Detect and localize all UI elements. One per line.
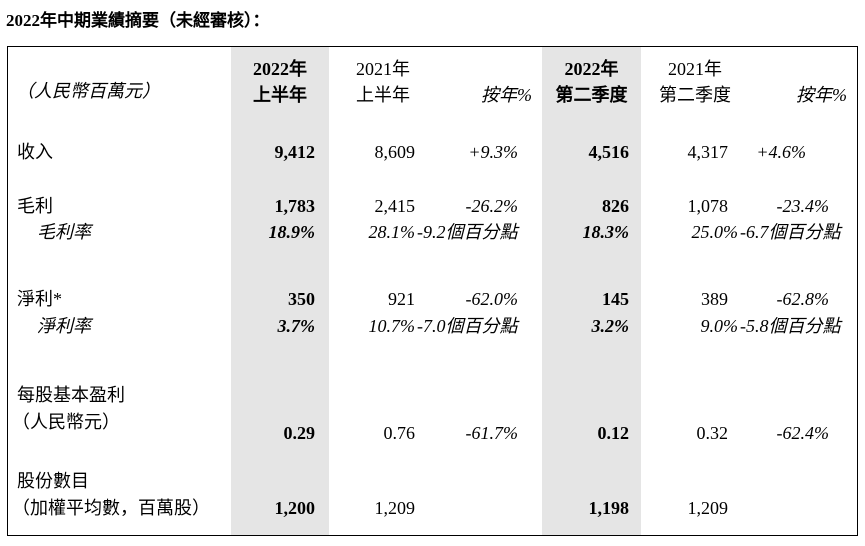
cell: +9.3% (468, 142, 518, 162)
cell: 28.1% (368, 222, 416, 242)
header-q2-2022-line1: 2022年 (564, 59, 619, 79)
cell: 1,209 (687, 498, 729, 518)
header-h1-2021-line1: 2021年 (356, 59, 410, 79)
cell: -23.4% (776, 196, 830, 216)
cell: 25.0% (691, 222, 739, 242)
cell: 1,209 (374, 498, 416, 518)
cell: 1,198 (588, 498, 630, 518)
row-label-net-profit: 淨利* (17, 289, 62, 309)
cell: 3.2% (591, 316, 630, 336)
cell: 1,078 (687, 196, 729, 216)
header-q2-2021-line1: 2021年 (668, 59, 722, 79)
shaded-column-h1-2022 (231, 47, 329, 535)
unit-label: （人民幣百萬元） (16, 81, 160, 101)
cell: -62.8% (776, 289, 830, 309)
header-h1-2022-line1: 2022年 (253, 59, 307, 79)
cell: +4.6% (756, 142, 806, 162)
cell: -62.4% (776, 423, 830, 443)
cell: 1,783 (274, 196, 316, 216)
cell: 0.76 (383, 423, 416, 443)
header-q2-2021-line2: 第二季度 (659, 85, 731, 105)
cell: 8,609 (374, 142, 416, 162)
cell: -5.8個百分點 (740, 316, 841, 336)
cell: 2,415 (374, 196, 416, 216)
row-label-revenue: 收入 (17, 142, 53, 162)
cell: -62.0% (465, 289, 519, 309)
summary-table (7, 46, 858, 536)
header-yoy-q2: 按年% (796, 85, 847, 105)
cell: 0.32 (696, 423, 729, 443)
header-q2-2022-line2: 第二季度 (555, 85, 628, 105)
cell: -6.7個百分點 (740, 222, 841, 242)
cell: -9.2個百分點 (417, 222, 518, 242)
cell: 9.0% (700, 316, 739, 336)
cell: 4,317 (687, 142, 729, 162)
cell: -7.0個百分點 (417, 316, 518, 336)
cell: 18.3% (582, 222, 630, 242)
cell: 3.7% (277, 316, 316, 336)
header-h1-2021-line2: 上半年 (356, 85, 410, 105)
cell: 18.9% (268, 222, 316, 242)
cell: 921 (388, 289, 415, 309)
row-label-eps: 每股基本盈利 (17, 385, 125, 405)
header-yoy-h1: 按年% (481, 85, 532, 105)
cell: 826 (602, 196, 629, 216)
cell: 9,412 (274, 142, 316, 162)
header-h1-2022-line2: 上半年 (253, 85, 307, 105)
row-sublabel-eps: （人民幣元） (12, 412, 120, 432)
cell: -26.2% (465, 196, 519, 216)
cell: 145 (602, 289, 629, 309)
row-label-net-margin: 淨利率 (37, 316, 91, 336)
cell: 0.29 (283, 423, 316, 443)
cell: 1,200 (274, 498, 316, 518)
cell: 0.12 (597, 423, 630, 443)
cell: -61.7% (465, 423, 519, 443)
cell: 10.7% (368, 316, 416, 336)
row-label-shares: 股份數目 (17, 471, 89, 491)
shaded-column-q2-2022 (542, 47, 641, 535)
cell: 389 (701, 289, 728, 309)
page-title: 2022年中期業績摘要（未經審核）： (6, 11, 270, 30)
row-sublabel-shares: （加權平均數，百萬股） (12, 498, 210, 518)
cell: 4,516 (588, 142, 630, 162)
cell: 350 (288, 289, 315, 309)
row-label-gross-margin: 毛利率 (37, 222, 91, 242)
row-label-gross-profit: 毛利 (17, 196, 53, 216)
